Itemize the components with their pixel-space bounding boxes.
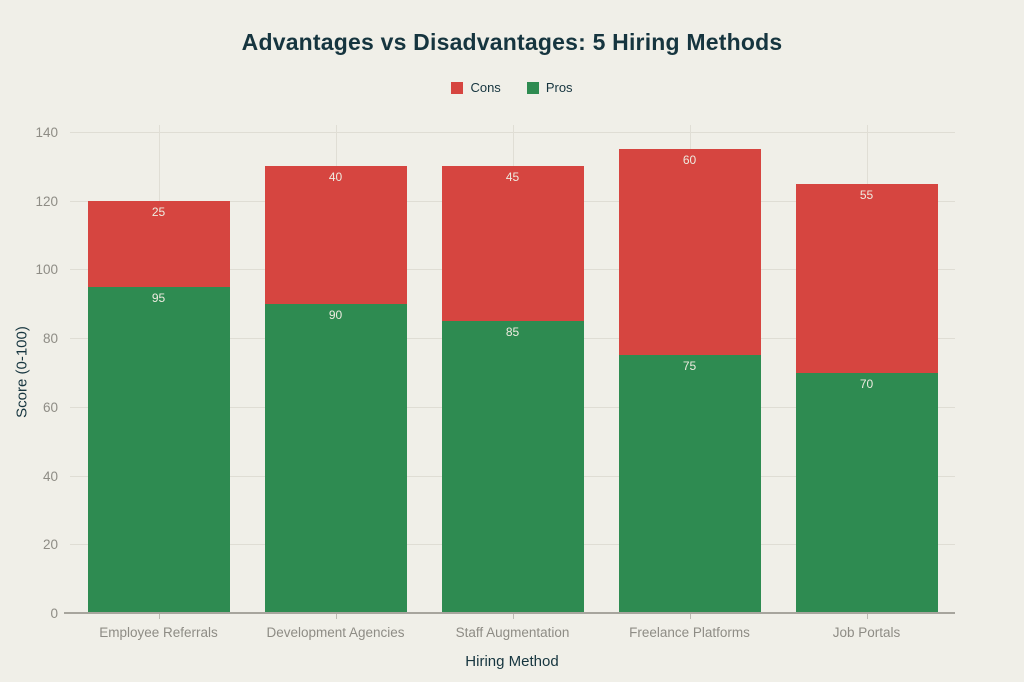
y-tick-label: 140 — [35, 125, 58, 140]
x-tick-mark — [158, 614, 160, 619]
y-tick-label: 80 — [42, 331, 58, 347]
x-tick-mark — [335, 614, 337, 619]
bar-segment-cons: 60 — [618, 149, 761, 356]
bar-segment-cons: 45 — [441, 166, 584, 321]
x-tick-label: Development Agencies — [266, 625, 405, 640]
bar-value-label: 95 — [151, 290, 166, 305]
bar-value-label: 55 — [859, 187, 874, 202]
plot-area: 0 20 40 60 80 100 120 140 95 25 Employee Referrals… — [35, 125, 955, 640]
bar-segment-pros: 90 — [264, 303, 407, 613]
bar-value-label: 75 — [682, 359, 697, 374]
y-tick-label: 0 — [50, 606, 58, 621]
x-tick-mark — [512, 614, 514, 619]
bar-value-label: 60 — [682, 153, 697, 168]
bar-value-label: 85 — [505, 324, 520, 339]
legend-label-pros: Pros — [545, 80, 573, 95]
bar-value-label: 90 — [328, 307, 343, 322]
y-tick-label: 120 — [35, 193, 58, 209]
bar-segment-cons: 55 — [795, 183, 938, 373]
x-axis-title: Hiring Method — [465, 653, 559, 670]
x-axis-line — [64, 612, 955, 614]
bar-segment-pros: 70 — [795, 372, 938, 613]
legend-item-pros: Pros — [526, 80, 573, 95]
x-tick-mark — [689, 614, 691, 619]
cons-swatch-icon — [451, 81, 464, 94]
legend: Cons Pros — [0, 80, 1024, 95]
pros-swatch-icon — [526, 81, 539, 94]
legend-item-cons: Cons — [451, 80, 501, 95]
x-tick-label: Staff Augmentation — [455, 625, 570, 640]
y-tick-label: 40 — [42, 468, 58, 484]
x-tick-label: Freelance Platforms — [629, 625, 750, 640]
y-tick-label: 60 — [42, 399, 58, 415]
bar-segment-pros: 85 — [441, 320, 584, 613]
chart-title: Advantages vs Disadvantages: 5 Hiring Me… — [241, 29, 783, 55]
bar-value-label: 40 — [328, 170, 343, 185]
x-tick-label: Employee Referrals — [99, 625, 218, 640]
y-tick-label: 100 — [35, 262, 58, 278]
legend-label-cons: Cons — [470, 80, 501, 95]
bar-value-label: 25 — [151, 204, 166, 219]
bar-value-label: 45 — [505, 170, 520, 185]
bar-segment-cons: 25 — [87, 200, 230, 287]
x-tick-mark — [866, 614, 868, 619]
bar-segment-pros: 95 — [87, 286, 230, 613]
bar-value-label: 70 — [859, 376, 874, 391]
y-tick-label: 20 — [42, 537, 58, 553]
x-tick-label: Job Portals — [832, 625, 901, 640]
bar-segment-cons: 40 — [264, 166, 407, 304]
bar-segment-pros: 75 — [618, 355, 761, 613]
